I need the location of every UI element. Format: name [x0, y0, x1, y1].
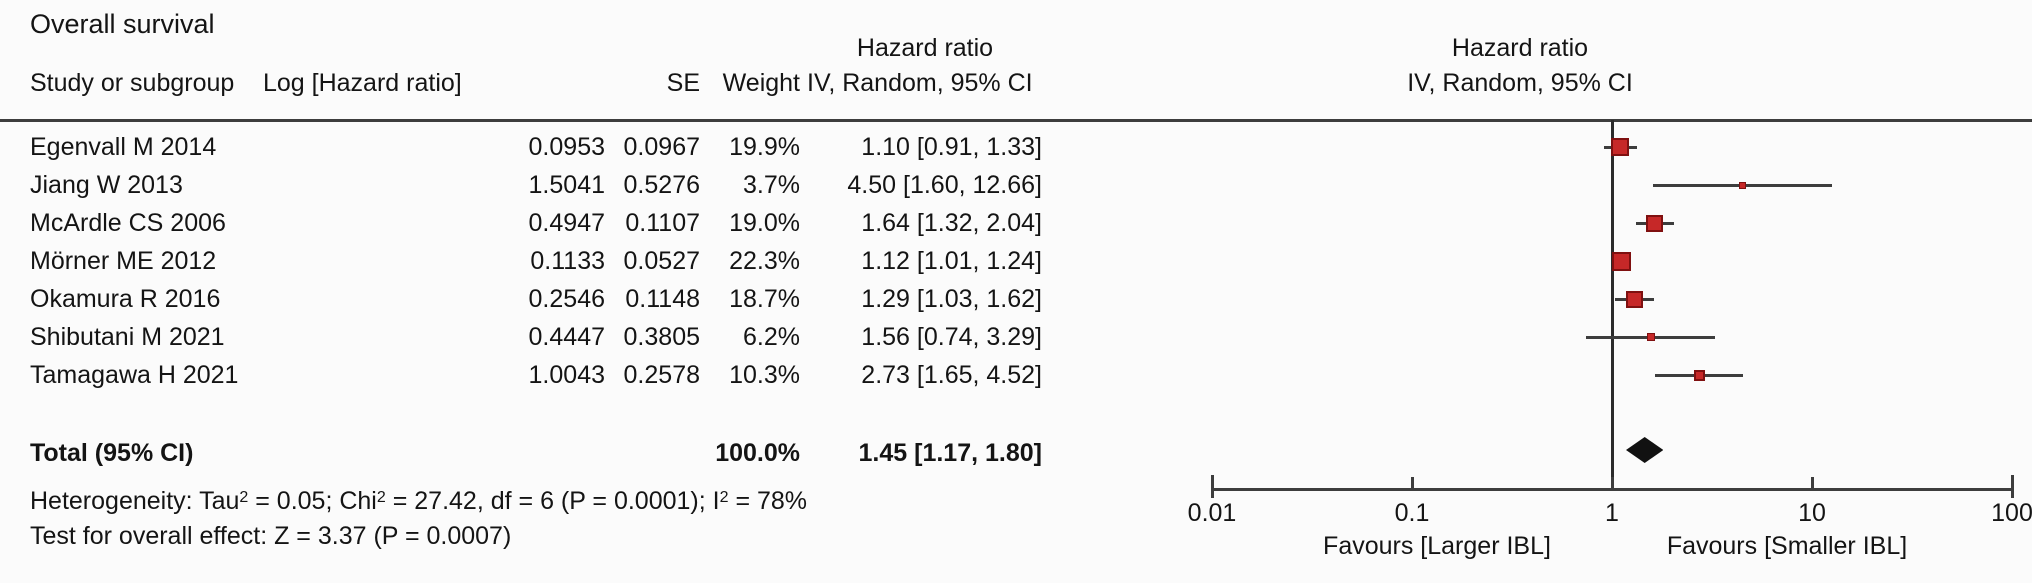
table-row: Tamagawa H 2021 1.0043 0.2578 10.3% 2.73 [1.… — [0, 356, 1100, 394]
se-cell: 0.0967 — [623, 133, 700, 161]
hr-ci-cell: 1.12 [1.01, 1.24] — [861, 247, 1042, 275]
effect-marker — [1693, 369, 1705, 381]
table-row: Shibutani M 2021 0.4447 0.3805 6.2% 1.56 [0.… — [0, 318, 1100, 356]
col-header-se: SE — [666, 69, 700, 97]
se-cell: 0.0527 — [623, 247, 700, 275]
axis-tick-label: 0.01 — [1187, 499, 1237, 527]
plot-header-iv-random-ci: IV, Random, 95% CI — [1407, 69, 1633, 97]
hr-ci-cell: 2.73 [1.65, 4.52] — [861, 361, 1042, 389]
plot-header-hazard-ratio: Hazard ratio — [1451, 34, 1589, 62]
weight-cell: 22.3% — [729, 247, 800, 275]
axis-tick-label: 0.1 — [1394, 499, 1430, 527]
total-weight: 100.0% — [715, 439, 800, 467]
col-header-log-hazard-ratio: Log [Hazard ratio] — [263, 69, 462, 97]
axis-tick-label: 10 — [1798, 499, 1826, 527]
axis-tick — [1610, 477, 1614, 491]
null-effect-line — [1610, 120, 1614, 490]
weight-cell: 6.2% — [743, 323, 800, 351]
study-name-cell: Okamura R 2016 — [30, 285, 221, 313]
log-hr-cell: 1.5041 — [528, 171, 605, 199]
effect-marker — [1646, 214, 1664, 232]
table-row: Mörner ME 2012 0.1133 0.0527 22.3% 1.12 [1.0… — [0, 242, 1100, 280]
table-row: McArdle CS 2006 0.4947 0.1107 19.0% 1.64 [1.… — [0, 204, 1100, 242]
axis-tick — [1810, 477, 1814, 491]
axis-tick — [1210, 475, 1214, 498]
col-header-hazard-ratio-text: Hazard ratio — [856, 34, 994, 62]
log-hr-cell: 0.0953 — [528, 133, 605, 161]
weight-cell: 19.9% — [729, 133, 800, 161]
heterogeneity-text: Heterogeneity: Tau2 = 0.05; Chi2 = 27.42… — [30, 487, 808, 515]
total-label: Total (95% CI) — [30, 439, 194, 467]
pooled-diamond — [1625, 437, 1664, 463]
favours-left-label: Favours [Larger IBL] — [1323, 532, 1551, 560]
axis-tick-label: 100 — [1991, 499, 2032, 527]
col-header-study: Study or subgroup — [30, 69, 235, 97]
log-hr-cell: 0.1133 — [530, 247, 605, 275]
table-row: Jiang W 2013 1.5041 0.5276 3.7% 4.50 [1.60, … — [0, 166, 1100, 204]
col-header-iv-random-ci: IV, Random, 95% CI — [807, 69, 1033, 97]
se-cell: 0.1107 — [625, 209, 700, 237]
se-cell: 0.1148 — [625, 285, 700, 313]
hr-ci-cell: 1.64 [1.32, 2.04] — [861, 209, 1042, 237]
favours-right-label: Favours [Smaller IBL] — [1666, 532, 1908, 560]
log-hr-cell: 0.2546 — [528, 285, 605, 313]
se-cell: 0.5276 — [623, 171, 700, 199]
axis-tick — [1410, 477, 1414, 491]
log-hr-cell: 1.0043 — [528, 361, 605, 389]
overall-effect-text: Test for overall effect: Z = 3.37 (P = 0… — [30, 522, 512, 550]
hr-ci-cell: 1.29 [1.03, 1.62] — [861, 285, 1042, 313]
figure-title: Overall survival — [30, 9, 215, 39]
weight-cell: 3.7% — [743, 171, 800, 199]
effect-marker — [1739, 181, 1747, 189]
table-row: Egenvall M 2014 0.0953 0.0967 19.9% 1.10 [0.… — [0, 128, 1100, 166]
study-name-cell: Tamagawa H 2021 — [30, 361, 239, 389]
effect-marker — [1612, 251, 1632, 271]
study-name-cell: Jiang W 2013 — [30, 171, 183, 199]
hr-ci-cell: 4.50 [1.60, 12.66] — [847, 171, 1042, 199]
study-name-cell: McArdle CS 2006 — [30, 209, 226, 237]
hr-ci-cell: 1.10 [0.91, 1.33] — [861, 133, 1042, 161]
hr-ci-cell: 1.56 [0.74, 3.29] — [861, 323, 1042, 351]
total-hr-ci: 1.45 [1.17, 1.80] — [858, 439, 1042, 467]
se-cell: 0.2578 — [623, 361, 700, 389]
axis-tick — [2010, 475, 2014, 498]
effect-marker — [1611, 138, 1630, 156]
table-row: Okamura R 2016 0.2546 0.1148 18.7% 1.29 [1.0… — [0, 280, 1100, 318]
weight-cell: 10.3% — [729, 361, 800, 389]
study-name-cell: Shibutani M 2021 — [30, 323, 225, 351]
header-rule — [0, 119, 2032, 122]
weight-cell: 18.7% — [729, 285, 800, 313]
se-cell: 0.3805 — [623, 323, 700, 351]
effect-marker — [1646, 333, 1655, 341]
axis-tick-label: 1 — [1605, 499, 1619, 527]
col-header-weight: Weight — [722, 69, 800, 97]
study-name-cell: Mörner ME 2012 — [30, 247, 217, 275]
log-hr-cell: 0.4947 — [528, 209, 605, 237]
study-name-cell: Egenvall M 2014 — [30, 133, 217, 161]
weight-cell: 19.0% — [729, 209, 800, 237]
effect-marker — [1625, 290, 1643, 308]
log-hr-cell: 0.4447 — [528, 323, 605, 351]
